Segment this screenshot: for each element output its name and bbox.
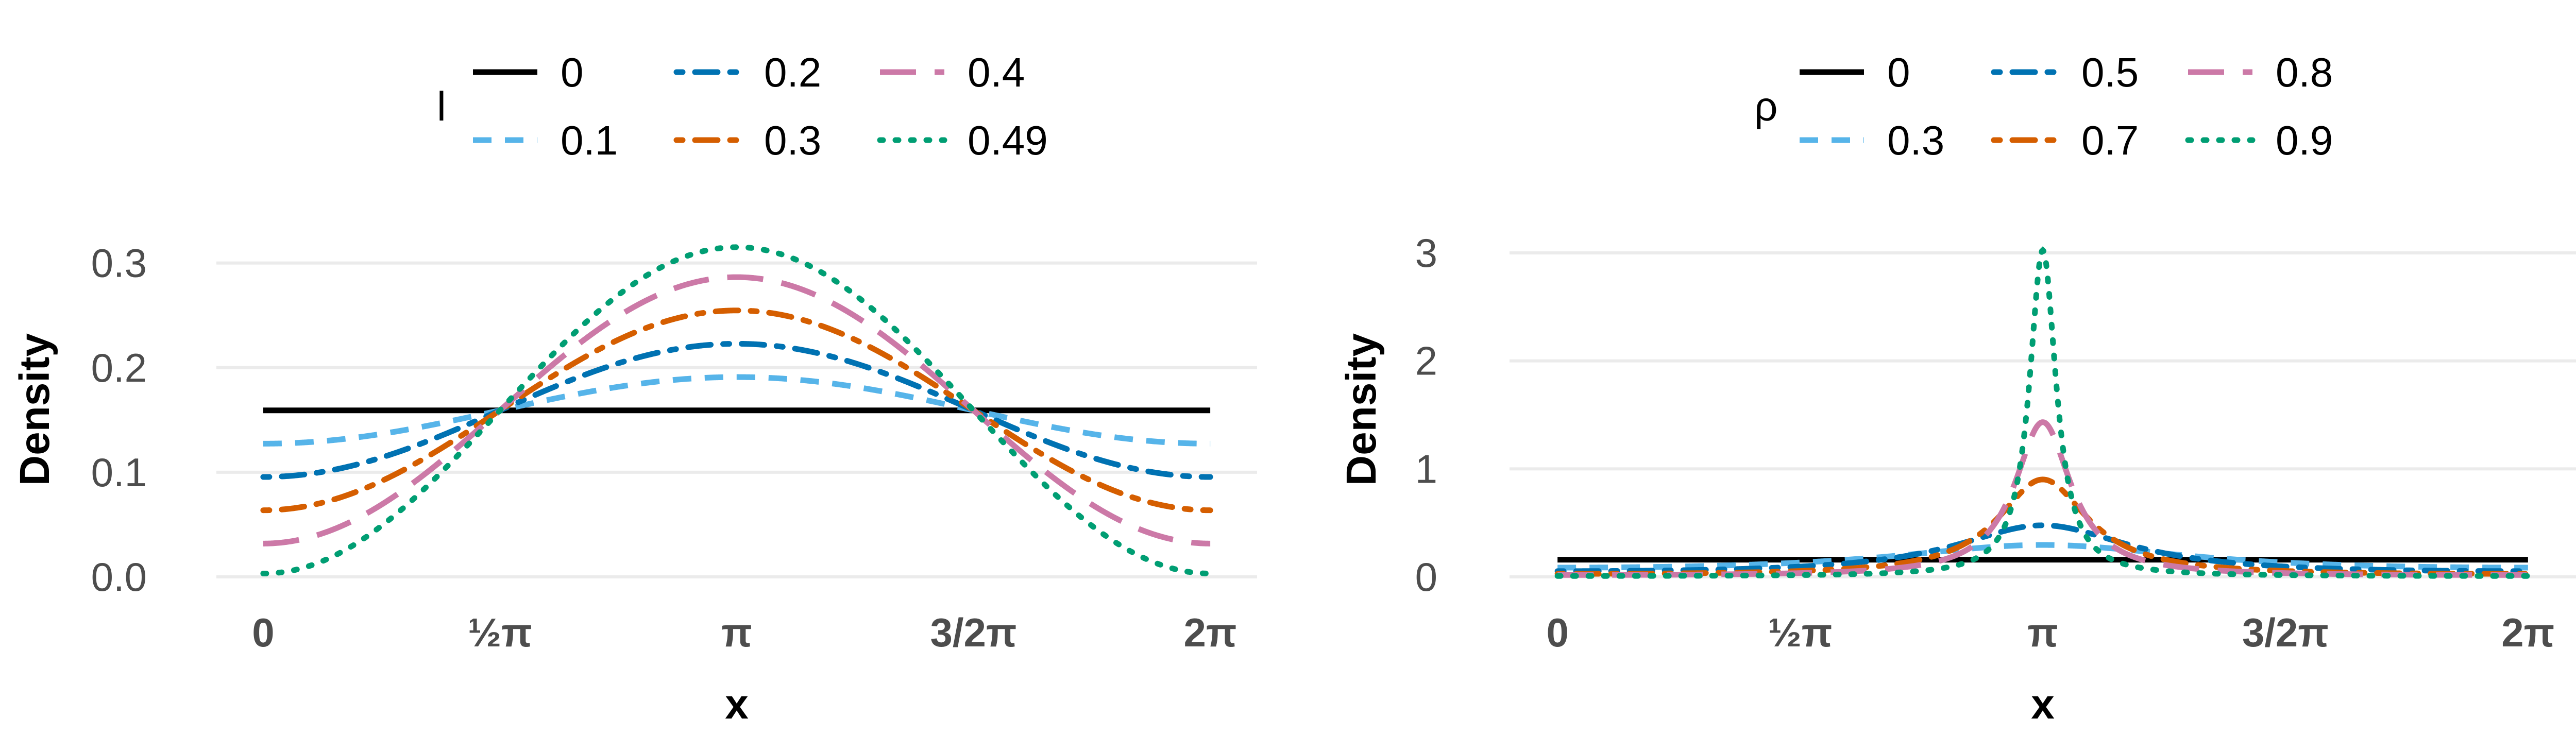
- series-line-0-2: [260, 340, 1213, 480]
- right-panel-wrapped-cauchy: 0 1 2 3 0 ½π π 3/2π 2π x Density ρ 0 0.3 0.5 0.7 0.8 0.9: [1338, 49, 2576, 728]
- series-line-0-3: [1557, 542, 2528, 571]
- series-line-0-1: [263, 374, 1211, 447]
- x-tick-label: 2π: [2501, 610, 2554, 655]
- series-line-0-5: [1554, 522, 2531, 574]
- legend-label: 0.4: [968, 49, 1025, 95]
- legend-title: ρ: [1754, 83, 1778, 129]
- y-tick-label: 0: [1415, 554, 1437, 600]
- x-tick-label: 0: [1546, 610, 1568, 655]
- legend-label: 0.9: [2276, 117, 2333, 163]
- x-tick-label: π: [2027, 610, 2058, 655]
- left-panel-cardioid: 0.0 0.1 0.2 0.3 0 ½π π 3/2π 2π x Density l 0 0.1 0.2 0.…: [11, 49, 1257, 728]
- series-lines: [1554, 246, 2531, 579]
- legend-label: 0.2: [764, 49, 821, 95]
- y-tick-label: 2: [1415, 338, 1437, 384]
- series-lines: [260, 244, 1213, 577]
- legend-label: 0.3: [764, 117, 821, 163]
- series-line-0-9: [1554, 246, 2531, 579]
- legend-label: 0.7: [2081, 117, 2139, 163]
- legend: l 0 0.1 0.2 0.3 0.4 0.49: [437, 49, 1048, 163]
- legend-label: 0.1: [561, 117, 618, 163]
- legend-label: 0: [561, 49, 584, 95]
- x-tick-label: 0: [252, 610, 274, 655]
- y-tick-label: 0.2: [91, 345, 147, 390]
- x-tick-label: ½π: [1768, 610, 1833, 655]
- legend-title: l: [437, 83, 446, 129]
- x-axis-title: x: [2031, 681, 2055, 728]
- series-line-0-3: [260, 307, 1213, 514]
- y-tick-label: 0.1: [91, 450, 147, 495]
- legend-label: 0.8: [2276, 49, 2333, 95]
- x-tick-label: 3/2π: [2242, 610, 2329, 655]
- x-tick-label: 3/2π: [930, 610, 1016, 655]
- y-tick-label: 0.0: [91, 554, 147, 600]
- series-line-0-7: [1554, 476, 2531, 577]
- legend-label: 0.49: [968, 117, 1048, 163]
- y-axis-title: Density: [11, 333, 58, 486]
- series-line-0-49: [260, 244, 1213, 577]
- x-tick-label: π: [721, 610, 752, 655]
- legend-label: 0.5: [2081, 49, 2139, 95]
- y-tick-label: 3: [1415, 230, 1437, 276]
- legend-label: 0: [1887, 49, 1910, 95]
- gridlines: [216, 261, 1257, 578]
- series-line-0-4: [263, 274, 1211, 546]
- y-tick-label: 0.3: [91, 241, 147, 286]
- gridlines: [1510, 251, 2576, 578]
- y-axis-title: Density: [1338, 333, 1385, 486]
- series-line-0-8: [1557, 419, 2528, 578]
- x-axis-title: x: [725, 681, 749, 728]
- legend-label: 0.3: [1887, 117, 1944, 163]
- y-tick-label: 1: [1415, 446, 1437, 491]
- x-tick-label: 2π: [1184, 610, 1237, 655]
- legend: ρ 0 0.3 0.5 0.7 0.8 0.9: [1754, 49, 2333, 163]
- x-tick-label: ½π: [468, 610, 532, 655]
